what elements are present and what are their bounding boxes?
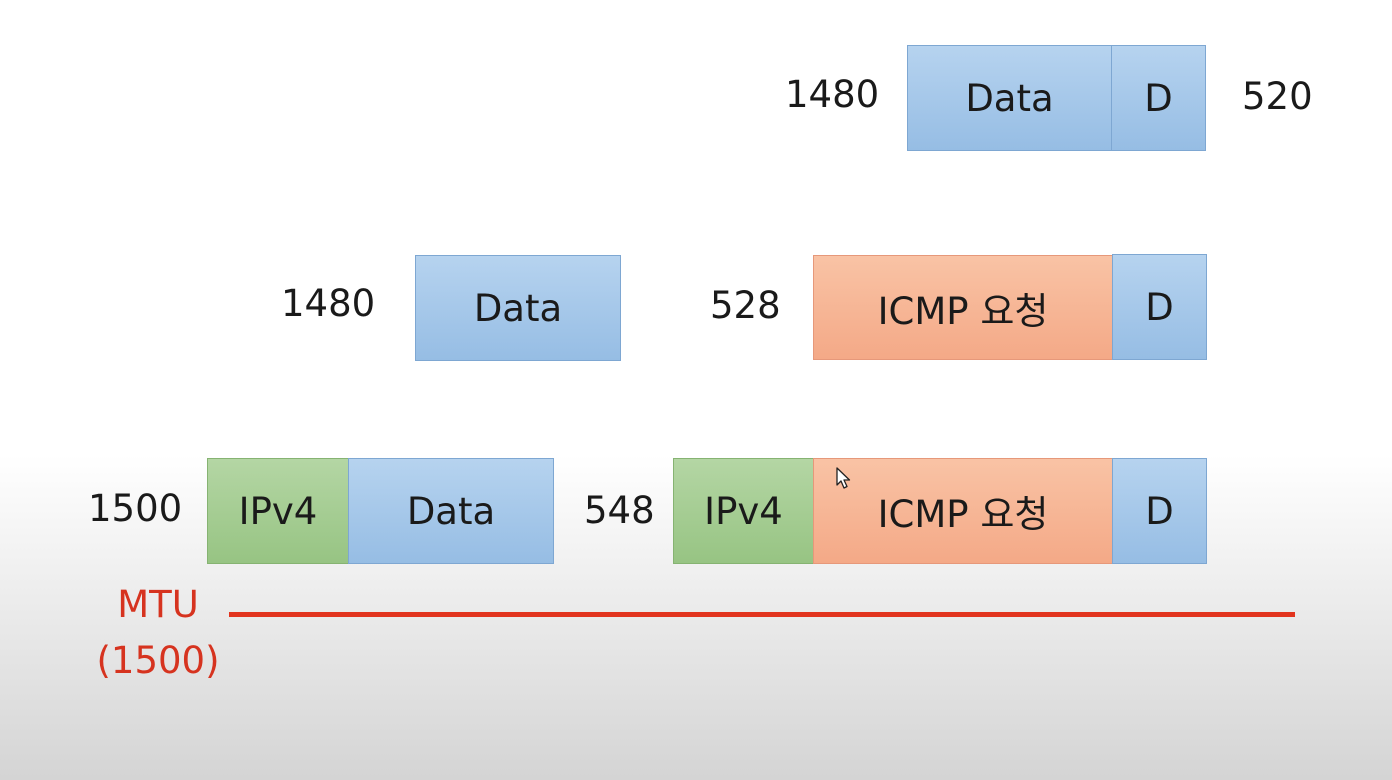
row2-size-right: 528 — [710, 284, 781, 327]
row3-data-segment: Data — [348, 458, 554, 564]
row3-icmp-request-segment: ICMP 요청 — [813, 458, 1113, 564]
row1-data-segment: Data — [907, 45, 1112, 151]
mouse-pointer-icon — [836, 467, 851, 489]
mtu-label: MTU (1500) — [96, 577, 220, 688]
row2-size-left: 1480 — [281, 282, 376, 325]
row1-size-right: 520 — [1242, 75, 1313, 118]
row2-data-segment: Data — [415, 255, 621, 361]
row1-d-segment: D — [1111, 45, 1206, 151]
row2-d-segment: D — [1112, 254, 1207, 360]
row3-d-segment: D — [1112, 458, 1207, 564]
mtu-line — [229, 612, 1295, 617]
row1-size-left: 1480 — [785, 73, 880, 116]
row3-ipv4-segment-right: IPv4 — [673, 458, 814, 564]
row3-size-left: 1500 — [88, 487, 183, 530]
row2-icmp-request-segment: ICMP 요청 — [813, 255, 1113, 360]
mtu-value: (1500) — [96, 638, 220, 682]
mtu-title: MTU — [117, 583, 199, 626]
row3-size-right: 548 — [584, 489, 655, 532]
row3-ipv4-segment: IPv4 — [207, 458, 349, 564]
